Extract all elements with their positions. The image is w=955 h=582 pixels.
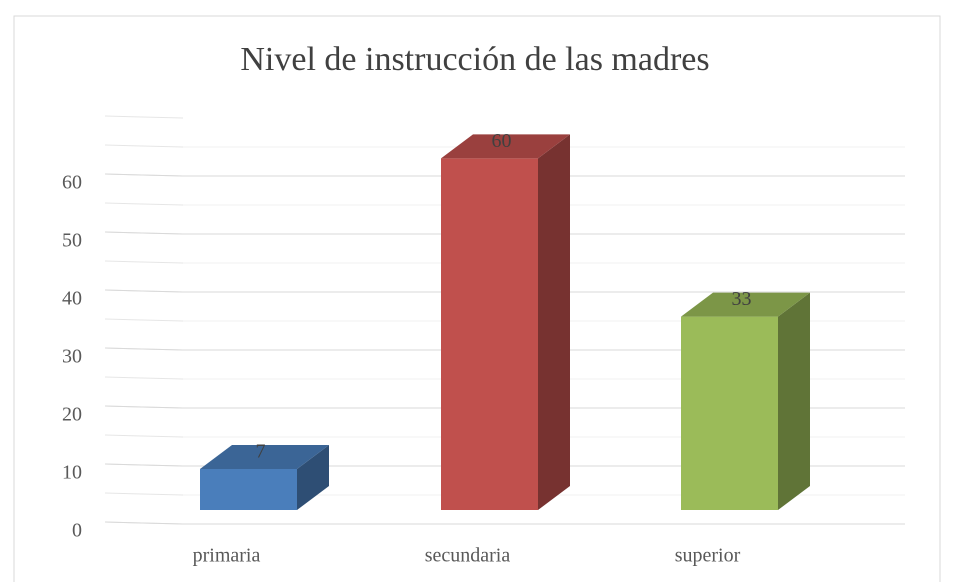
minor-side-line: [104, 492, 184, 496]
grid-side-line: [104, 405, 184, 409]
bar-top: [200, 444, 329, 469]
minor-side-line: [104, 260, 184, 264]
bar-side: [538, 134, 570, 510]
data-label: 60: [492, 130, 512, 152]
minor-side-line: [104, 144, 184, 148]
grid-side-line: [104, 231, 184, 235]
minor-side-line: [104, 202, 184, 206]
x-tick-label: superior: [675, 545, 741, 567]
minor-side-line: [104, 434, 184, 438]
data-label: 33: [732, 288, 752, 310]
chart-title: Nivel de instrucción de las madres: [240, 41, 709, 78]
grid-side-line: [104, 463, 184, 467]
y-tick-label: 40: [62, 288, 82, 310]
data-label: 7: [256, 441, 266, 463]
x-tick-label: secundaria: [425, 545, 511, 567]
y-tick-label: 20: [62, 404, 82, 426]
bar: [441, 158, 538, 510]
bar-side: [297, 444, 329, 510]
bar-top: [681, 292, 810, 317]
y-tick-label: 0: [72, 520, 82, 542]
minor-side-line: [104, 318, 184, 322]
bar: [681, 316, 778, 510]
grid-side-line: [104, 289, 184, 293]
x-tick-label: primaria: [193, 545, 261, 567]
grid-side-line: [104, 521, 184, 525]
bar-top: [441, 134, 570, 159]
y-tick-label: 30: [62, 346, 82, 368]
y-tick-label: 50: [62, 230, 82, 252]
minor-side-line: [104, 115, 184, 119]
bar: [200, 468, 297, 510]
y-tick-label: 10: [62, 462, 82, 484]
y-tick-label: 60: [62, 172, 82, 194]
bar-side: [778, 292, 810, 510]
minor-side-line: [104, 376, 184, 380]
grid-side-line: [104, 347, 184, 351]
grid-side-line: [104, 173, 184, 177]
